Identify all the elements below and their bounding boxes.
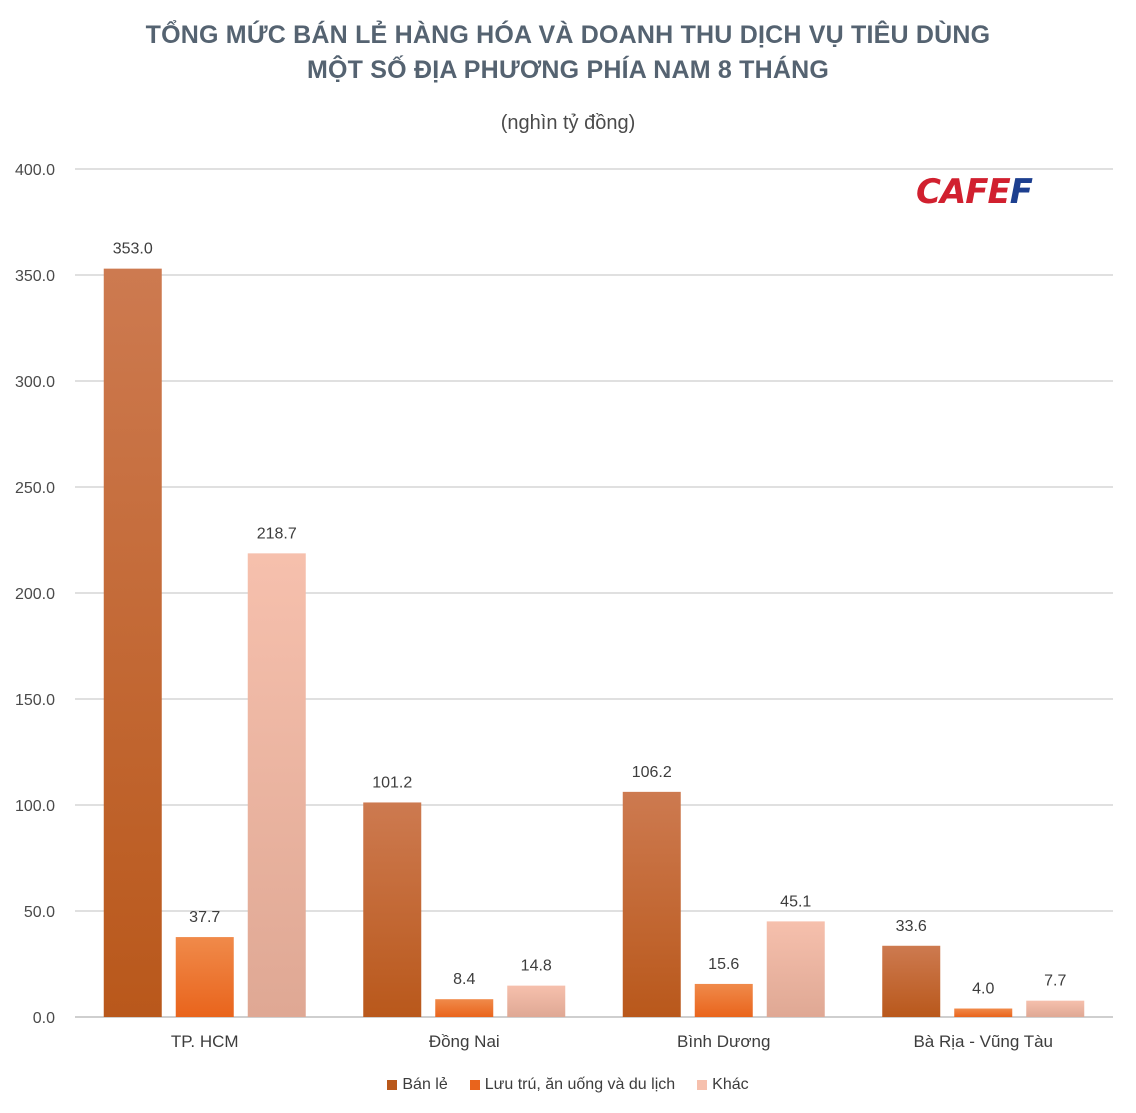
- logo-text-cafe: CAFE: [916, 172, 1011, 212]
- cafef-logo: CAFEF: [916, 172, 1033, 212]
- y-tick-label: 350.0: [15, 268, 55, 285]
- bar-2-1: [694, 983, 753, 1017]
- data-label: 15.6: [708, 956, 739, 973]
- data-label: 106.2: [632, 764, 672, 781]
- bar-1-0: [363, 802, 422, 1017]
- bar-2-0: [622, 791, 681, 1017]
- bar-1-1: [435, 999, 494, 1017]
- legend-swatch: [387, 1080, 398, 1090]
- y-tick-label: 0.0: [33, 1010, 55, 1027]
- legend-swatch: [697, 1080, 708, 1090]
- bar-0-1: [175, 937, 234, 1017]
- bar-3-1: [954, 1008, 1013, 1017]
- legend-item: Khác: [697, 1076, 749, 1094]
- y-tick-label: 50.0: [24, 904, 55, 921]
- chart-subtitle: (nghìn tỷ đồng): [500, 112, 636, 134]
- legend-item: Lưu trú, ăn uống và du lịch: [469, 1076, 676, 1094]
- legend-swatch: [469, 1080, 480, 1090]
- data-label: 353.0: [113, 241, 153, 258]
- data-label: 7.7: [1044, 973, 1066, 990]
- y-tick-label: 100.0: [15, 798, 55, 815]
- y-tick-label: 200.0: [15, 586, 55, 603]
- x-category-label: Bà Rịa - Vũng Tàu: [913, 1032, 1053, 1051]
- chart-title-line1: TỔNG MỨC BÁN LẺ HÀNG HÓA VÀ DOANH THU DỊ…: [145, 21, 991, 49]
- bar-3-2: [1026, 1000, 1085, 1017]
- legend-label: Bán lẻ: [402, 1076, 448, 1093]
- x-category-label: TP. HCM: [171, 1032, 239, 1051]
- data-label: 37.7: [189, 909, 220, 926]
- data-label: 4.0: [972, 981, 994, 998]
- y-tick-label: 150.0: [15, 692, 55, 709]
- logo-text-f: F: [1009, 172, 1033, 212]
- legend-label: Lưu trú, ăn uống và du lịch: [484, 1076, 676, 1093]
- y-tick-label: 400.0: [15, 162, 55, 179]
- chart-title: TỔNG MỨC BÁN LẺ HÀNG HÓA VÀ DOANH THU DỊ…: [0, 18, 1136, 88]
- data-label: 218.7: [257, 525, 297, 542]
- bar-0-0: [103, 268, 162, 1017]
- data-label: 8.4: [453, 971, 475, 988]
- y-tick-label: 250.0: [15, 480, 55, 497]
- legend-item: Bán lẻ: [387, 1076, 448, 1094]
- x-category-label: Đồng Nai: [429, 1032, 500, 1051]
- bar-2-2: [766, 921, 825, 1017]
- data-label: 45.1: [780, 893, 811, 910]
- chart-title-line2: MỘT SỐ ĐỊA PHƯƠNG PHÍA NAM 8 THÁNG: [306, 56, 830, 84]
- data-label: 101.2: [372, 774, 412, 791]
- data-label: 33.6: [896, 918, 927, 935]
- data-label: 14.8: [521, 958, 552, 975]
- chart-legend: Bán lẻ Lưu trú, ăn uống và du lịch Khác: [0, 1076, 1136, 1094]
- bar-3-0: [882, 945, 941, 1017]
- y-tick-label: 300.0: [15, 374, 55, 391]
- bar-1-2: [507, 985, 566, 1017]
- legend-label: Khác: [712, 1076, 749, 1093]
- x-category-label: Bình Dương: [677, 1032, 770, 1051]
- bar-0-2: [247, 553, 306, 1017]
